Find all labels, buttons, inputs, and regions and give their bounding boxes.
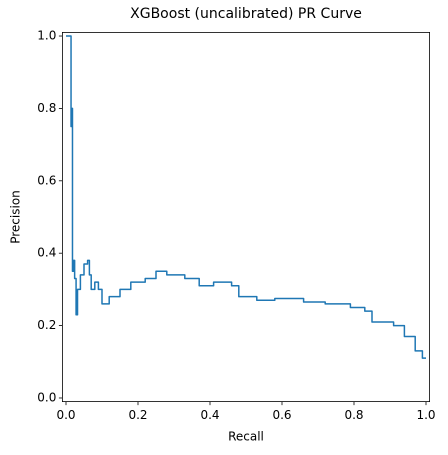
x-tick-label: 0.2: [128, 408, 147, 422]
y-tick-label: 0.8: [37, 101, 56, 115]
x-tick-label: 0.8: [344, 408, 363, 422]
y-tick-label: 0.4: [37, 246, 56, 260]
plot-frame: [62, 32, 431, 403]
x-tick-label: 0.6: [272, 408, 291, 422]
x-tick-label: 1.0: [416, 408, 435, 422]
y-tick-label: 0.2: [37, 318, 56, 332]
pr-curve: [66, 35, 426, 359]
y-tick-label: 0.0: [37, 390, 56, 404]
y-tick-label: 0.6: [37, 173, 56, 187]
chart-title: XGBoost (uncalibrated) PR Curve: [130, 6, 362, 22]
x-axis-label: Recall: [228, 430, 264, 444]
y-axis-label: Precision: [9, 190, 23, 244]
x-tick-label: 0.0: [56, 408, 75, 422]
y-tick-label: 1.0: [37, 29, 56, 43]
x-tick-label: 0.4: [200, 408, 219, 422]
